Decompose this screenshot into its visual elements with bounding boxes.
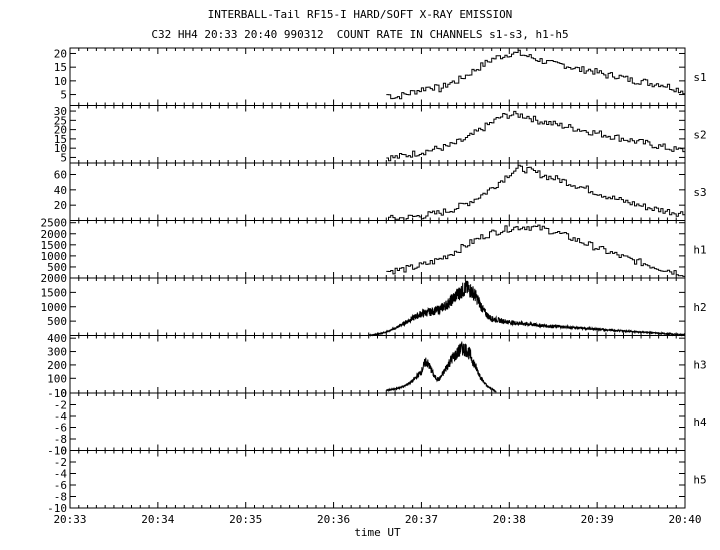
series-h2 bbox=[368, 280, 686, 337]
y-tick-label: 20 bbox=[54, 124, 67, 137]
panel-frame-h5 bbox=[69, 450, 686, 509]
y-tick-label: 20 bbox=[54, 47, 67, 60]
y-tick-label: 100 bbox=[47, 372, 67, 385]
y-tick-label: 2000 bbox=[41, 228, 68, 241]
panel-frame-h3 bbox=[69, 335, 686, 394]
panel-frame-h2 bbox=[69, 277, 686, 336]
y-tick-label: 15 bbox=[54, 61, 67, 74]
panel-label-h4: h4 bbox=[693, 416, 707, 429]
y-tick-label: 40 bbox=[54, 184, 67, 197]
y-tick-label: 0 bbox=[60, 387, 67, 400]
x-tick-label: 20:36 bbox=[317, 513, 350, 526]
y-tick-label: 200 bbox=[47, 359, 67, 372]
y-tick-label: 20 bbox=[54, 199, 67, 212]
series-s3 bbox=[386, 164, 686, 221]
y-tick-label: 30 bbox=[54, 105, 67, 118]
y-tick-label: 0 bbox=[60, 445, 67, 458]
y-tick-label: 25 bbox=[54, 114, 67, 127]
y-tick-label: 400 bbox=[47, 332, 67, 345]
y-tick-label: 10 bbox=[54, 75, 67, 88]
panel-label-s1: s1 bbox=[693, 71, 706, 84]
y-tick-label: 5 bbox=[60, 89, 67, 102]
panel-label-h2: h2 bbox=[693, 301, 706, 314]
y-tick-label: 1000 bbox=[41, 301, 68, 314]
y-tick-label: -4 bbox=[54, 410, 68, 423]
panel-label-s2: s2 bbox=[693, 128, 706, 141]
panel-frame-h4 bbox=[69, 392, 686, 451]
y-tick-label: 500 bbox=[47, 261, 67, 274]
x-tick-label: 20:39 bbox=[581, 513, 614, 526]
x-axis-label: time UT bbox=[354, 526, 401, 539]
chart-subtitle: C32 HH4 20:33 20:40 990312 COUNT RATE IN… bbox=[151, 28, 569, 41]
series-s1 bbox=[386, 49, 686, 100]
y-tick-label: 300 bbox=[47, 346, 67, 359]
y-tick-label: 500 bbox=[47, 315, 67, 328]
panel-label-h3: h3 bbox=[693, 358, 706, 371]
y-tick-label: 60 bbox=[54, 169, 67, 182]
x-tick-label: 20:40 bbox=[668, 513, 701, 526]
y-tick-label: -10 bbox=[47, 502, 67, 515]
x-tick-label: 20:37 bbox=[405, 513, 438, 526]
y-tick-label: -6 bbox=[54, 479, 67, 492]
y-tick-label: 1500 bbox=[41, 286, 68, 299]
panel-frame-s1 bbox=[69, 47, 686, 106]
y-tick-label: 1000 bbox=[41, 250, 68, 263]
y-tick-label: -4 bbox=[54, 468, 68, 481]
y-tick-label: -2 bbox=[54, 399, 67, 412]
y-tick-label: 5 bbox=[60, 151, 67, 164]
y-tick-label: 1500 bbox=[41, 239, 68, 252]
panel-label-s3: s3 bbox=[693, 186, 706, 199]
y-tick-label: -6 bbox=[54, 422, 67, 435]
series-s2 bbox=[386, 110, 686, 162]
chart-title: INTERBALL-Tail RF15-I HARD/SOFT X-RAY EM… bbox=[207, 8, 513, 21]
y-tick-label: -2 bbox=[54, 456, 67, 469]
series-h3 bbox=[386, 341, 497, 394]
series-h1 bbox=[386, 224, 686, 277]
y-tick-label: -8 bbox=[54, 491, 67, 504]
y-tick-label: -8 bbox=[54, 433, 67, 446]
y-tick-label: -10 bbox=[47, 445, 67, 458]
x-tick-label: 20:38 bbox=[493, 513, 526, 526]
y-tick-label: 2500 bbox=[41, 217, 68, 230]
panel-label-h5: h5 bbox=[693, 473, 706, 486]
x-tick-label: 20:35 bbox=[229, 513, 262, 526]
x-tick-label: 20:33 bbox=[53, 513, 86, 526]
x-tick-label: 20:34 bbox=[141, 513, 174, 526]
y-tick-label: 2000 bbox=[41, 272, 68, 285]
y-tick-label: 10 bbox=[54, 142, 67, 155]
y-tick-label: -10 bbox=[47, 387, 67, 400]
y-tick-label: 15 bbox=[54, 133, 67, 146]
panel-label-h1: h1 bbox=[693, 243, 706, 256]
